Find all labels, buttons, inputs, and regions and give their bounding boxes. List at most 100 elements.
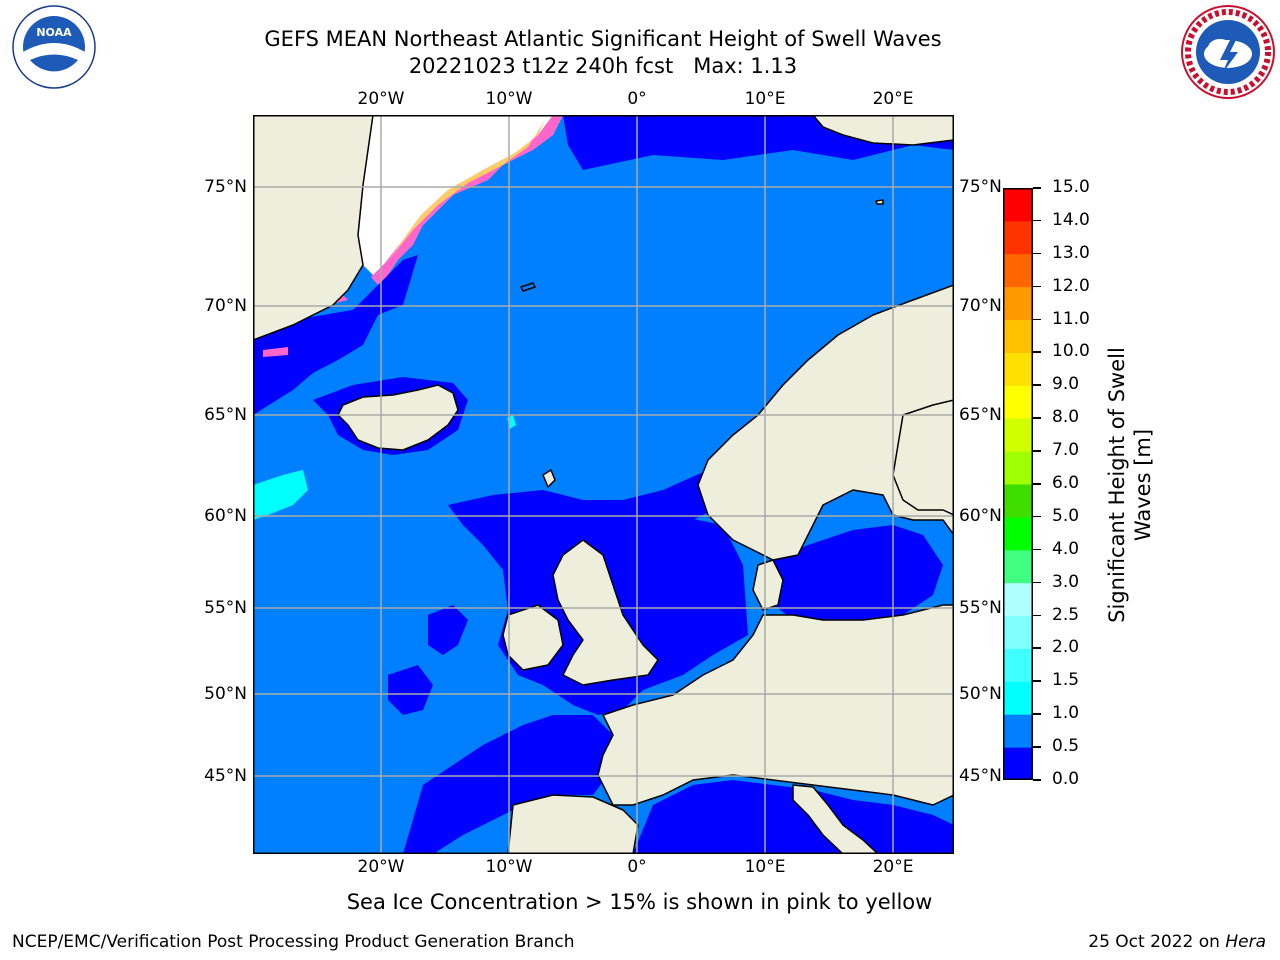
lon-tick-top: 20°E — [872, 89, 914, 109]
lat-tick-left: 45°N — [204, 766, 247, 786]
map-subtitle: 20221023 t12z 240h fcst Max: 1.13 — [408, 54, 798, 78]
colorbar-tick-label: 12.0 — [1052, 275, 1090, 296]
lat-tick-left: 60°N — [204, 506, 247, 526]
colorbar-tick-mark — [1033, 515, 1041, 518]
lat-tick-right: 60°N — [959, 506, 1002, 526]
colorbar-tick-mark — [1033, 647, 1041, 649]
colorbar-tick-label: 2.0 — [1052, 637, 1080, 658]
lon-tick-bottom: 10°W — [485, 857, 533, 877]
denmark — [752, 559, 784, 611]
footer-date-text: 25 Oct 2022 on — [1088, 932, 1226, 952]
lon-tick-top: 0° — [627, 89, 647, 109]
lat-tick-left: 70°N — [204, 296, 247, 316]
colorbar-tick-mark — [1033, 219, 1041, 222]
lat-tick-left: 75°N — [204, 177, 247, 197]
colorbar-tick-mark — [1033, 483, 1041, 485]
footer-host: Hera — [1225, 932, 1266, 952]
colorbar-tick-mark — [1033, 450, 1041, 452]
colorbar-tick-label: 13.0 — [1052, 242, 1090, 263]
italy — [792, 784, 879, 854]
colorbar-band — [1003, 286, 1033, 321]
colorbar-tick-mark — [1033, 417, 1041, 419]
great-britain — [552, 539, 659, 686]
map-title: GEFS MEAN Northeast Atlantic Significant… — [264, 27, 942, 51]
colorbar-tick-mark — [1033, 614, 1041, 617]
lat-tick-right: 50°N — [959, 684, 1002, 704]
colorbar-tick-mark — [1033, 779, 1041, 781]
lat-tick-left: 65°N — [204, 405, 247, 425]
colorbar-band — [1003, 582, 1033, 617]
lat-tick-right: 75°N — [959, 177, 1002, 197]
lon-tick-top: 10°E — [744, 89, 786, 109]
colorbar-band — [1003, 253, 1033, 288]
sea-ice-note: Sea Ice Concentration > 15% is shown in … — [346, 890, 933, 914]
colorbar-tick-mark — [1033, 581, 1041, 584]
scandinavia — [697, 284, 954, 854]
graticule — [253, 115, 954, 854]
colorbar-band — [1003, 220, 1033, 255]
faroe-islands — [542, 469, 556, 488]
land — [253, 115, 954, 854]
lat-tick-right: 55°N — [959, 598, 1002, 618]
colorbar-band — [1003, 747, 1033, 780]
colorbar-band — [1003, 352, 1033, 386]
swell-height-map — [253, 115, 954, 854]
colorbar-band — [1003, 516, 1033, 551]
colorbar-tick-mark — [1033, 187, 1041, 189]
colorbar-tick-mark — [1033, 746, 1041, 748]
svg-text:NOAA: NOAA — [36, 26, 72, 39]
noaa-logo: NOAA — [12, 5, 96, 89]
footer-date: 25 Oct 2022 on Hera — [1088, 932, 1266, 952]
greenland — [253, 115, 374, 341]
colorbar-tick-mark — [1033, 680, 1041, 682]
colorbar-tick-label: 1.5 — [1052, 670, 1080, 691]
iceland — [337, 384, 459, 451]
colorbar-tick-label: 9.0 — [1052, 374, 1080, 395]
colorbar-tick-label: 15.0 — [1052, 177, 1090, 197]
colorbar-tick-label: 4.0 — [1052, 538, 1080, 559]
colorbar-tick-mark — [1033, 384, 1041, 386]
colorbar-tick-mark — [1033, 252, 1041, 255]
colorbar-band — [1003, 319, 1033, 353]
colorbar-tick-label: 7.0 — [1052, 440, 1080, 461]
lat-tick-left: 50°N — [204, 684, 247, 704]
colorbar-band — [1003, 648, 1033, 682]
lon-tick-bottom: 0° — [627, 857, 647, 877]
lon-tick-top: 10°W — [485, 89, 533, 109]
colorbar-band — [1003, 418, 1033, 452]
colorbar-tick-label: 1.0 — [1052, 703, 1080, 724]
lat-tick-left: 55°N — [204, 598, 247, 618]
colorbar-tick-label: 6.0 — [1052, 473, 1080, 493]
colorbar-band — [1003, 188, 1033, 222]
colorbar-tick-label: 14.0 — [1052, 209, 1090, 230]
colorbar-band — [1003, 451, 1033, 485]
colorbar-band — [1003, 385, 1033, 419]
colorbar-band — [1003, 681, 1033, 715]
lon-tick-bottom: 20°W — [357, 857, 405, 877]
colorbar-tick-mark — [1033, 351, 1041, 353]
colorbar-tick-label: 2.5 — [1052, 604, 1080, 625]
colorbar-band — [1003, 714, 1033, 748]
colorbar-tick-mark — [1033, 318, 1041, 321]
lon-tick-bottom: 20°E — [872, 857, 914, 877]
colorbar-tick-mark — [1033, 713, 1041, 715]
colorbar — [1003, 188, 1033, 780]
nws-logo — [1181, 5, 1275, 99]
colorbar-tick-label: 8.0 — [1052, 407, 1080, 428]
colorbar-tick-label: 10.0 — [1052, 341, 1090, 362]
colorbar-label: Significant Height of Swell Waves [m] — [1105, 347, 1155, 623]
colorbar-band — [1003, 549, 1033, 584]
footer-credit: NCEP/EMC/Verification Post Processing Pr… — [12, 932, 575, 952]
continental-europe — [597, 604, 954, 806]
colorbar-tick-mark — [1033, 548, 1041, 551]
colorbar-band — [1003, 615, 1033, 649]
colorbar-tick-label: 0.0 — [1052, 769, 1080, 789]
bear-island — [875, 199, 884, 205]
colorbar-tick-label: 0.5 — [1052, 736, 1080, 757]
colorbar-tick-label: 5.0 — [1052, 505, 1080, 526]
finland — [892, 399, 954, 516]
lat-tick-right: 45°N — [959, 766, 1002, 786]
lon-tick-top: 20°W — [357, 89, 405, 109]
lat-tick-right: 65°N — [959, 405, 1002, 425]
colorbar-tick-label: 3.0 — [1052, 571, 1080, 592]
